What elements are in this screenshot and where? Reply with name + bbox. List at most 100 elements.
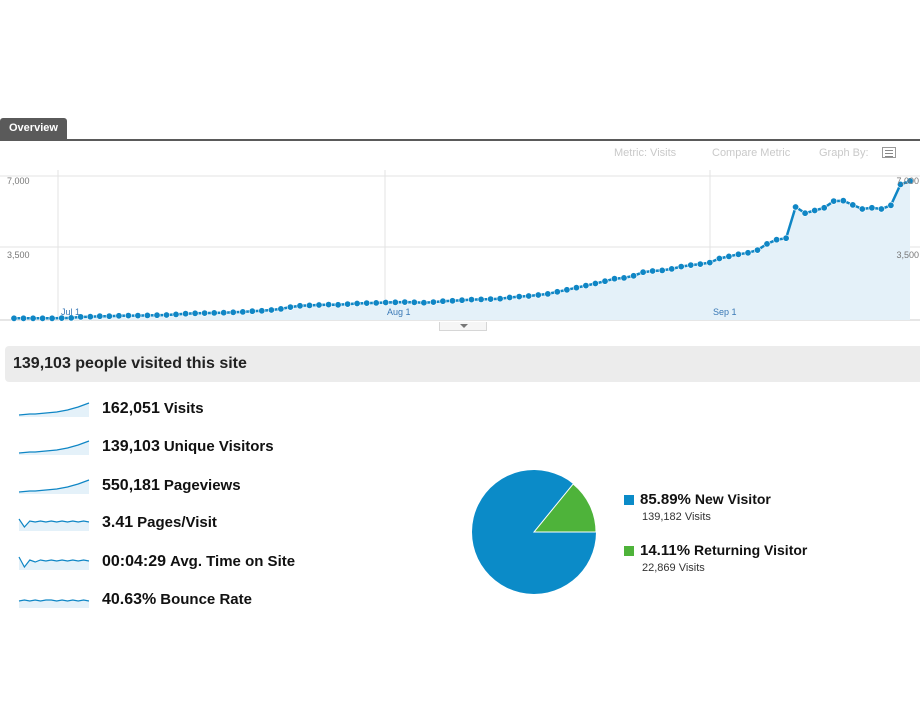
chart-area-fill [14, 180, 910, 320]
visits-data-point [487, 295, 495, 303]
visits-data-point [639, 268, 647, 276]
visits-data-point [906, 177, 914, 185]
visits-data-point [572, 284, 580, 292]
visits-data-point [734, 250, 742, 258]
chart-resize-handle[interactable] [439, 322, 487, 331]
visits-data-point [448, 297, 456, 305]
visits-data-point [553, 288, 561, 296]
visits-data-point [458, 296, 466, 304]
metric-label: Pages/Visit [137, 514, 217, 531]
visits-data-point [401, 298, 409, 306]
visits-data-point [305, 301, 313, 309]
metric-label: Pageviews [163, 477, 241, 494]
visits-data-point [39, 314, 47, 322]
sparkline-line [18, 599, 90, 602]
visits-data-point [477, 295, 485, 303]
sparkline-fill [19, 557, 89, 570]
visits-data-point [687, 261, 695, 269]
visits-data-point [229, 308, 237, 316]
visits-data-point [868, 204, 876, 212]
visits-data-point [820, 204, 828, 212]
metric-label: Visits [163, 400, 204, 417]
returning-visitor-label: Returning Visitor [694, 542, 808, 558]
graph-by-day-icon[interactable] [882, 147, 896, 158]
visits-data-point [725, 252, 733, 260]
new-visitor-percent: 85.89% [640, 491, 691, 508]
visits-data-point [210, 309, 218, 317]
visits-data-point [163, 311, 171, 319]
visits-data-point [344, 300, 352, 308]
tab-overview-label: Overview [9, 122, 58, 134]
visits-data-point [391, 298, 399, 306]
visits-data-point [696, 260, 704, 268]
sparkline-line [18, 556, 90, 569]
tab-divider [0, 139, 920, 141]
summary-header: 139,103 people visited this site [5, 346, 920, 382]
tab-overview[interactable]: Overview [0, 118, 67, 139]
visits-data-point [334, 301, 342, 309]
returning-visitor-percent: 14.11% [640, 542, 691, 559]
visits-data-point [58, 314, 66, 322]
visits-data-point [849, 201, 857, 209]
visits-data-point [649, 267, 657, 275]
sparkline-line [18, 479, 90, 493]
visits-data-point [382, 298, 390, 306]
visits-data-point [239, 308, 247, 316]
visits-data-point [191, 309, 199, 317]
visits-data-point [124, 312, 132, 320]
visits-data-point [67, 314, 75, 322]
visits-data-point [353, 299, 361, 307]
visits-data-point [286, 303, 294, 311]
returning-visitor-count: 22,869 Visits [642, 562, 705, 574]
visits-data-point [10, 314, 18, 322]
visits-data-point [267, 306, 275, 314]
visits-data-point [515, 293, 523, 301]
visits-data-point [258, 307, 266, 315]
visits-data-point [86, 313, 94, 321]
metric-sparkline [18, 599, 90, 608]
visits-data-point [439, 297, 447, 305]
visits-data-point [792, 203, 800, 211]
visits-data-point [315, 301, 323, 309]
y-tick-label-left-mid: 3,500 [7, 250, 30, 260]
y-tick-label-left-top: 7,000 [7, 176, 30, 186]
visits-data-point [105, 312, 113, 320]
y-tick-label-right-mid: 3,500 [896, 250, 919, 260]
visits-data-point [182, 310, 190, 318]
metric-sparkline [18, 556, 90, 570]
visits-data-point [363, 299, 371, 307]
x-tick-label-jul: Jul 1 [61, 307, 80, 317]
visits-line-chart: 7,000 3,500 7,000 3,500 Jul 1 Aug 1 Sep 1 [0, 170, 920, 322]
metric-sparkline [18, 440, 90, 455]
visits-data-point [877, 205, 885, 213]
visits-data-point [887, 201, 895, 209]
sparkline-fill [19, 600, 89, 608]
returning-visitor-swatch [624, 546, 634, 556]
graph-by-label: Graph By: [819, 147, 869, 159]
visits-data-point [830, 197, 838, 205]
visits-data-point [248, 307, 256, 315]
x-tick-label-aug: Aug 1 [387, 307, 411, 317]
metric-selector[interactable]: Metric: Visits [614, 147, 677, 159]
visits-data-point [896, 180, 904, 188]
visits-data-point [29, 314, 37, 322]
metric-value: 550,181 [102, 477, 160, 494]
visits-data-point [372, 299, 380, 307]
visits-data-point [753, 246, 761, 254]
compare-metric-link[interactable]: Compare Metric [712, 147, 791, 159]
visits-data-point [525, 292, 533, 300]
visits-data-point [220, 309, 228, 317]
visits-data-point [534, 291, 542, 299]
sparkline-fill [19, 480, 89, 494]
metric-label: Avg. Time on Site [170, 553, 296, 570]
visits-data-point [610, 275, 618, 283]
metric-label: Unique Visitors [163, 438, 274, 455]
visits-data-point [544, 290, 552, 298]
visits-data-point [658, 266, 666, 274]
metric-value: 139,103 [102, 438, 160, 455]
visits-data-point [467, 296, 475, 304]
visits-data-point [277, 305, 285, 313]
visits-data-point [153, 311, 161, 319]
visits-data-point [19, 314, 27, 322]
visits-data-point [668, 265, 676, 273]
